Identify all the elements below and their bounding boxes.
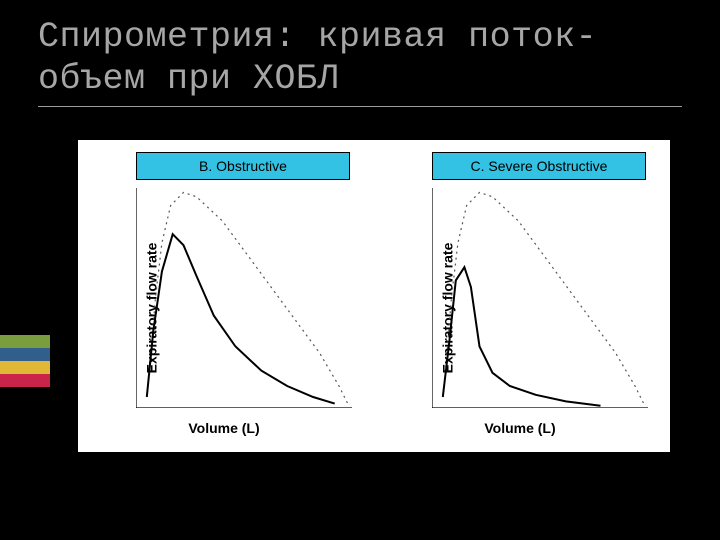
- panel-label-box-c: C. Severe Obstructive: [432, 152, 646, 180]
- slide-title: Спирометрия: кривая поток-объем при ХОБЛ: [38, 16, 682, 106]
- chart-b: [136, 188, 352, 408]
- panel-obstructive: B. Obstructive Expiratory flow rate Volu…: [88, 152, 360, 434]
- accent-bar-3: [0, 374, 50, 387]
- slide-title-wrap: Спирометрия: кривая поток-объем при ХОБЛ: [38, 16, 682, 107]
- panel-severe-obstructive: C. Severe Obstructive Expiratory flow ra…: [384, 152, 656, 434]
- panel-label-box-b: B. Obstructive: [136, 152, 350, 180]
- slide: Спирометрия: кривая поток-объем при ХОБЛ…: [0, 0, 720, 540]
- panel-label-b: B. Obstructive: [199, 158, 287, 174]
- xlabel-b: Volume (L): [188, 420, 259, 436]
- axes-frame-c: [432, 188, 648, 408]
- chart-c: [432, 188, 648, 408]
- accent-bar-2: [0, 361, 50, 374]
- xlabel-c: Volume (L): [484, 420, 555, 436]
- accent-bar-1: [0, 348, 50, 361]
- accent-bars: [0, 335, 50, 390]
- axes-frame-b: [136, 188, 352, 408]
- accent-bar-0: [0, 335, 50, 348]
- figure: B. Obstructive Expiratory flow rate Volu…: [78, 140, 670, 452]
- condition-curve-b: [147, 234, 335, 403]
- title-underline: [38, 106, 682, 107]
- panel-label-c: C. Severe Obstructive: [471, 158, 608, 174]
- normal-curve-b: [147, 192, 348, 403]
- condition-curve-c: [443, 267, 601, 406]
